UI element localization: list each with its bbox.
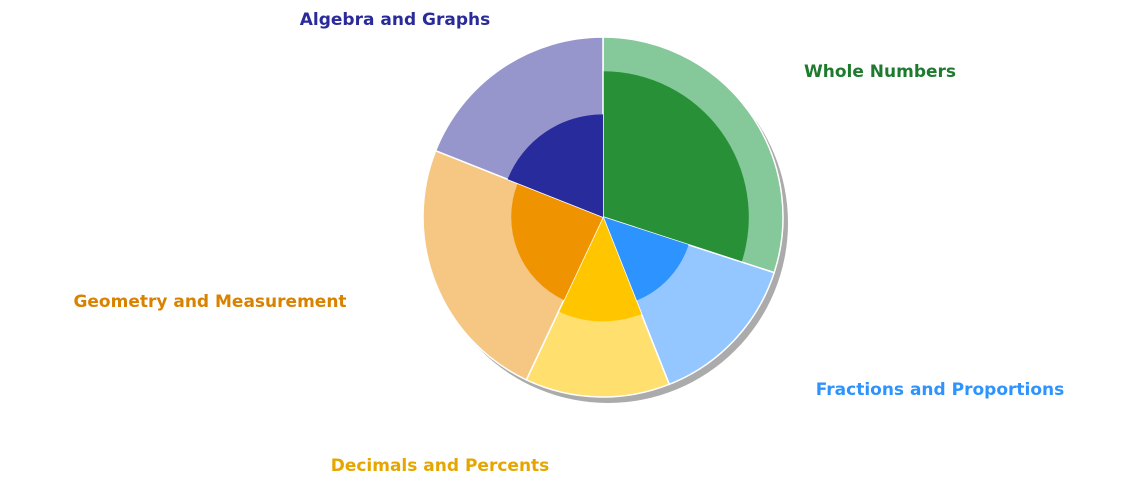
inner-wedge bbox=[603, 71, 749, 263]
inner-wedge bbox=[558, 217, 642, 322]
inner-wedge bbox=[507, 114, 603, 217]
inner-wedge bbox=[511, 183, 603, 301]
inner-wedge bbox=[603, 217, 689, 301]
category-label: Decimals and Percents bbox=[331, 456, 550, 476]
category-label: Geometry and Measurement bbox=[73, 292, 346, 312]
category-label: Fractions and Proportions bbox=[816, 380, 1065, 400]
category-label: Algebra and Graphs bbox=[300, 10, 491, 30]
category-label: Whole Numbers bbox=[804, 62, 956, 82]
